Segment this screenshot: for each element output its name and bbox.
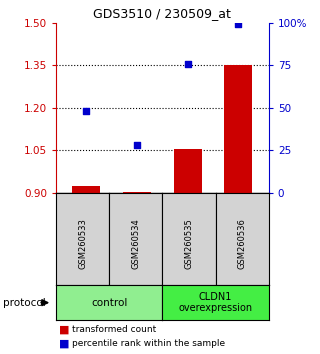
- Bar: [224, 65, 252, 193]
- Point: [236, 22, 241, 27]
- Bar: [174, 149, 202, 193]
- Text: control: control: [91, 298, 127, 308]
- Point: [84, 108, 89, 114]
- Point: [185, 61, 190, 67]
- Text: GSM260535: GSM260535: [185, 218, 194, 269]
- Point: [134, 142, 140, 148]
- Text: ■: ■: [59, 324, 70, 334]
- Text: GSM260534: GSM260534: [131, 218, 140, 269]
- Text: GSM260536: GSM260536: [238, 218, 247, 269]
- Title: GDS3510 / 230509_at: GDS3510 / 230509_at: [93, 7, 231, 21]
- Text: ■: ■: [59, 338, 70, 348]
- Bar: [123, 192, 151, 193]
- Text: percentile rank within the sample: percentile rank within the sample: [72, 339, 225, 348]
- Text: GSM260533: GSM260533: [78, 218, 87, 269]
- Text: protocol: protocol: [3, 298, 46, 308]
- Bar: [72, 186, 100, 193]
- Text: CLDN1
overexpression: CLDN1 overexpression: [179, 292, 253, 314]
- Text: transformed count: transformed count: [72, 325, 156, 334]
